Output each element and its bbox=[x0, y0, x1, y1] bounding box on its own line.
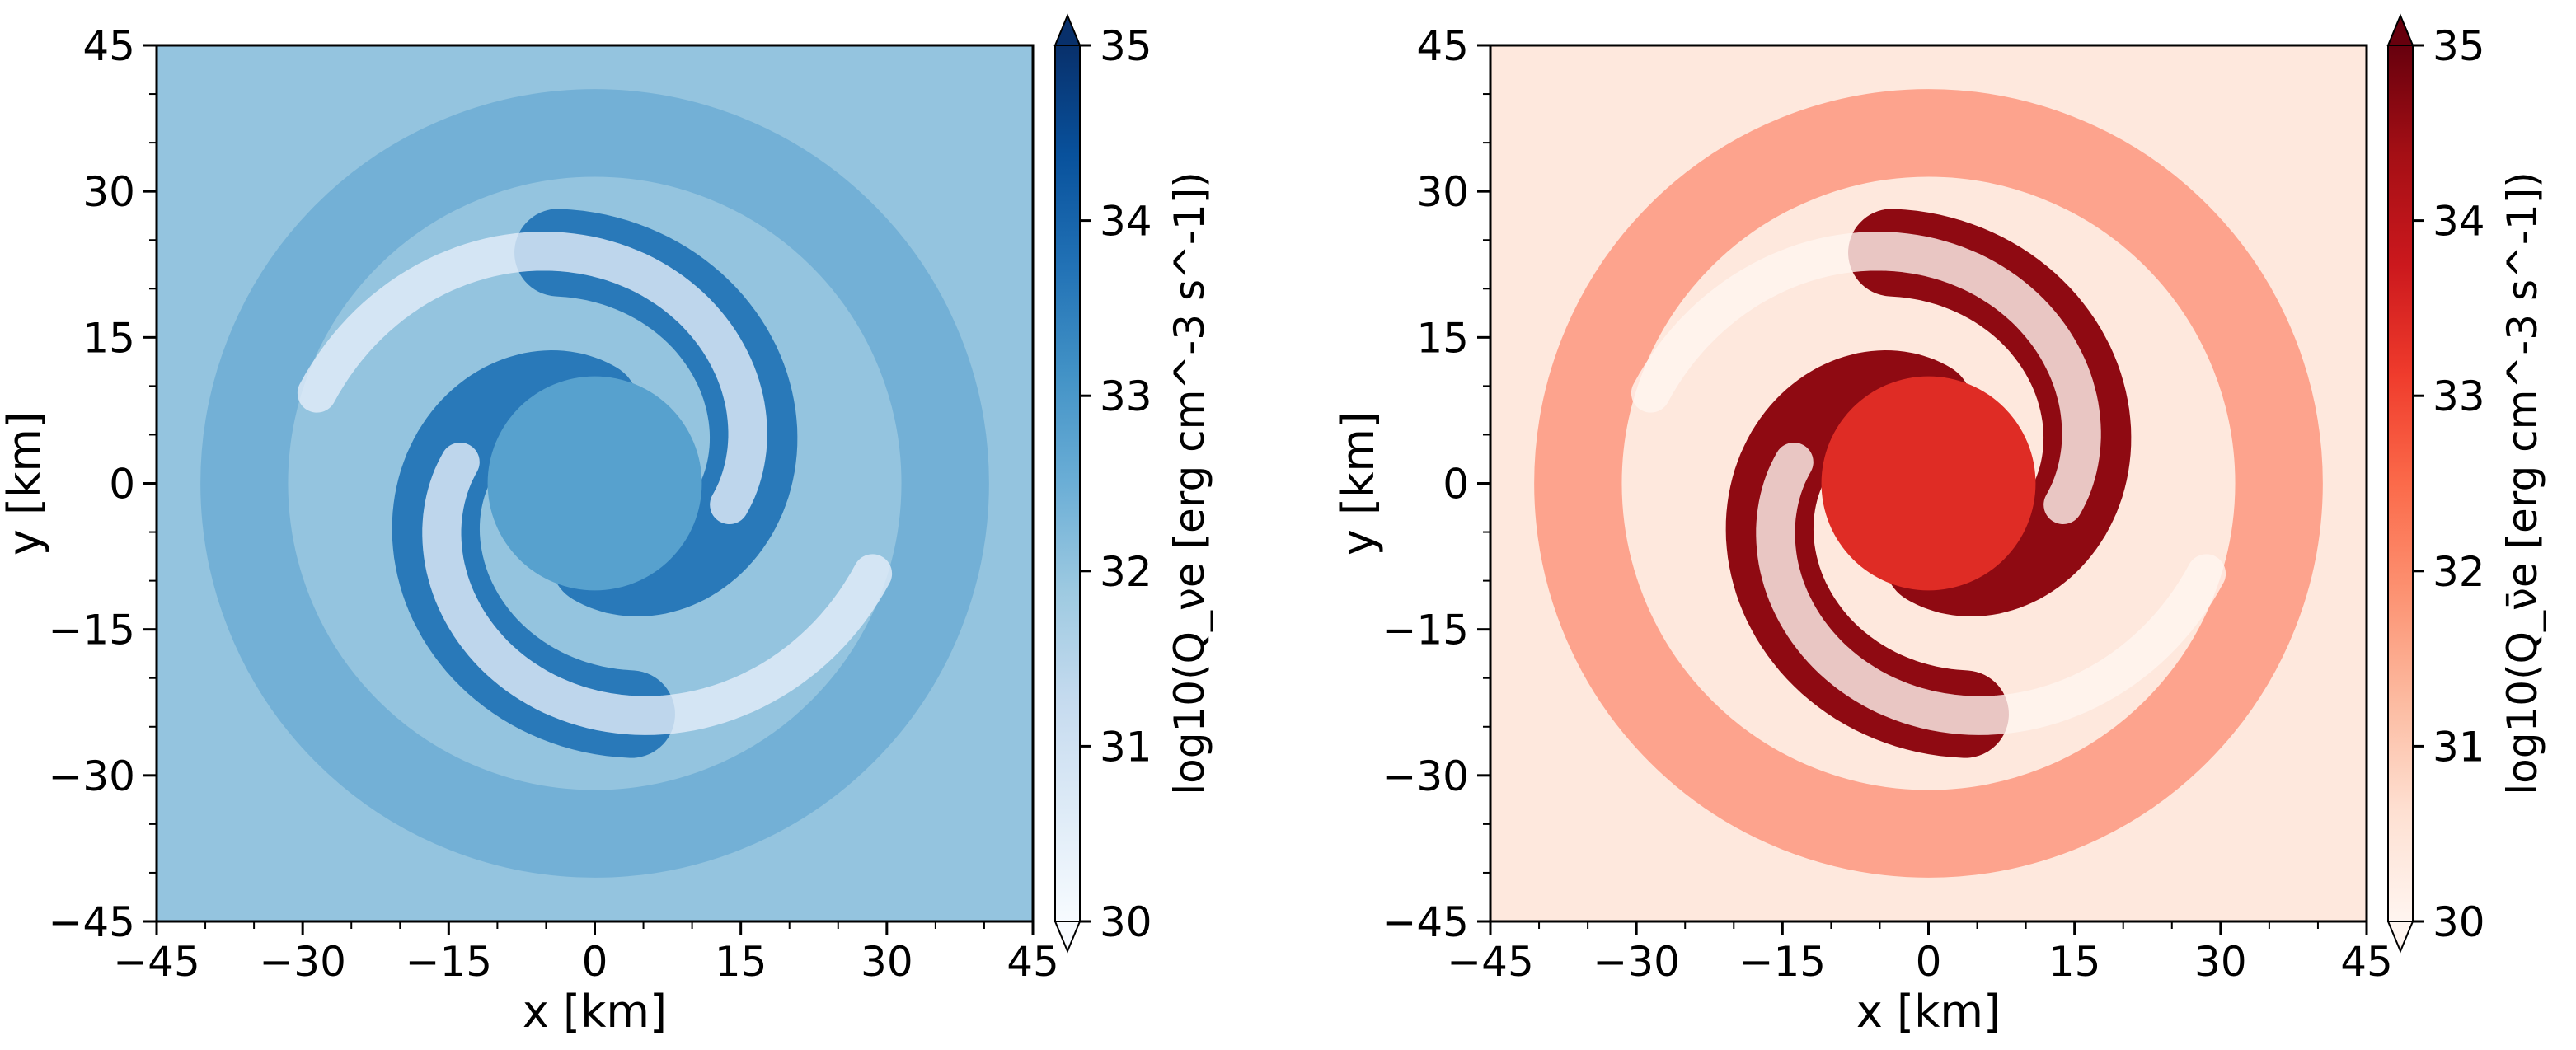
y-tick-label: 0 bbox=[1443, 461, 1469, 509]
colorbar-tick-label: 34 bbox=[2433, 198, 2485, 246]
heatmap-right-core bbox=[1821, 376, 2036, 591]
colorbar-extend-min bbox=[2386, 921, 2414, 954]
colorbar-tick-label: 31 bbox=[2433, 723, 2485, 771]
colorbar-tick-label: 34 bbox=[1100, 198, 1152, 246]
y-tick-label: 15 bbox=[1416, 314, 1469, 362]
y-tick-label: 45 bbox=[82, 22, 135, 70]
y-tick-label: −30 bbox=[1382, 752, 1469, 800]
y-tick-label: −45 bbox=[1382, 898, 1469, 946]
panel-left: −45 −30 −15 0 15 30 45 −45 −30 −15 0 15 30 45 x [km]… bbox=[0, 13, 1213, 1038]
x-tick-label: 30 bbox=[861, 938, 913, 986]
colorbar-extend-max bbox=[2386, 13, 2414, 46]
x-tick-label: −15 bbox=[406, 938, 493, 986]
colorbar-gradient bbox=[2387, 45, 2414, 922]
x-tick-label: 15 bbox=[2048, 938, 2101, 986]
colorbar-tick-label: 30 bbox=[2433, 898, 2485, 946]
panel-right: −45 −30 −15 0 15 30 45 −45 −30 −15 0 15 30 45 x [km]… bbox=[1332, 13, 2546, 1038]
heatmap-left-field bbox=[200, 89, 989, 878]
x-tick-label: 45 bbox=[1006, 938, 1059, 986]
colorbar-gradient bbox=[1054, 45, 1081, 922]
x-tick-label: 15 bbox=[715, 938, 767, 986]
y-tick-label: −45 bbox=[48, 898, 135, 946]
colorbar-tick-label: 35 bbox=[1100, 22, 1152, 70]
colorbar-tick-label: 32 bbox=[2433, 548, 2485, 596]
colorbar-extend-max bbox=[1053, 13, 1082, 46]
colorbar-extend-min bbox=[1053, 921, 1082, 954]
x-tick-label: −30 bbox=[1593, 938, 1680, 986]
heatmap-right-gap-1 bbox=[1756, 442, 2226, 735]
colorbar-right: 30 31 32 33 34 35 log10(Q_ν̄e [erg cm^-3 s^-1]… bbox=[2386, 13, 2546, 954]
y-axis-label-left: y [km] bbox=[0, 411, 50, 555]
x-tick-label: −30 bbox=[259, 938, 346, 986]
heatmap-right bbox=[1490, 45, 2367, 921]
y-tick-label: 30 bbox=[1416, 168, 1469, 216]
heatmap-left bbox=[157, 45, 1033, 921]
y-tick-label: 15 bbox=[82, 314, 135, 362]
y-axis-label-right: y [km] bbox=[1332, 411, 1384, 555]
colorbar-tick-label: 33 bbox=[2433, 373, 2485, 420]
x-tick-label: −45 bbox=[1447, 938, 1534, 986]
x-tick-label: 45 bbox=[2340, 938, 2393, 986]
x-ticks-left: −45 −30 −15 0 15 30 45 bbox=[113, 921, 1059, 986]
colorbar-tick-label: 32 bbox=[1100, 548, 1152, 596]
heatmap-right-field bbox=[1534, 89, 2323, 878]
x-tick-label: −45 bbox=[113, 938, 200, 986]
heatmap-left-core bbox=[487, 376, 702, 591]
y-tick-label: −30 bbox=[48, 752, 135, 800]
colorbar-tick-label: 31 bbox=[1100, 723, 1152, 771]
heatmap-left-gap-2 bbox=[297, 232, 767, 525]
heatmap-left-gap-1 bbox=[422, 442, 893, 735]
y-tick-label: 45 bbox=[1416, 22, 1469, 70]
y-tick-label: 0 bbox=[109, 461, 135, 509]
x-tick-label: 30 bbox=[2194, 938, 2247, 986]
y-ticks-right: −45 −30 −15 0 15 30 45 bbox=[1382, 22, 1490, 946]
heatmap-right-outer-ring bbox=[1534, 89, 2323, 878]
x-tick-label: 0 bbox=[582, 938, 608, 986]
x-axis-label-right: x [km] bbox=[1856, 986, 2001, 1038]
x-ticks-right: −45 −30 −15 0 15 30 45 bbox=[1447, 921, 2393, 986]
x-tick-label: 0 bbox=[1916, 938, 1942, 986]
colorbar-label: log10(Q_νe [erg cm^-3 s^-1]) bbox=[1166, 171, 1213, 795]
x-axis-label-left: x [km] bbox=[523, 986, 667, 1038]
colorbar-tick-label: 30 bbox=[1100, 898, 1152, 946]
colorbar-tick-label: 35 bbox=[2433, 22, 2485, 70]
y-tick-label: 30 bbox=[82, 168, 135, 216]
heatmap-left-outer-ring bbox=[200, 89, 989, 878]
colorbar-left: 30 31 32 33 34 35 log10(Q_νe [erg cm^-3 s^-1]) bbox=[1053, 13, 1213, 954]
heatmap-right-gap-2 bbox=[1631, 232, 2101, 525]
x-tick-label: −15 bbox=[1739, 938, 1827, 986]
y-tick-label: −15 bbox=[48, 607, 135, 654]
y-tick-label: −15 bbox=[1382, 607, 1469, 654]
colorbar-label: log10(Q_ν̄e [erg cm^-3 s^-1]) bbox=[2499, 171, 2546, 795]
y-ticks-left: −45 −30 −15 0 15 30 45 bbox=[48, 22, 157, 946]
colorbar-tick-label: 33 bbox=[1100, 373, 1152, 420]
